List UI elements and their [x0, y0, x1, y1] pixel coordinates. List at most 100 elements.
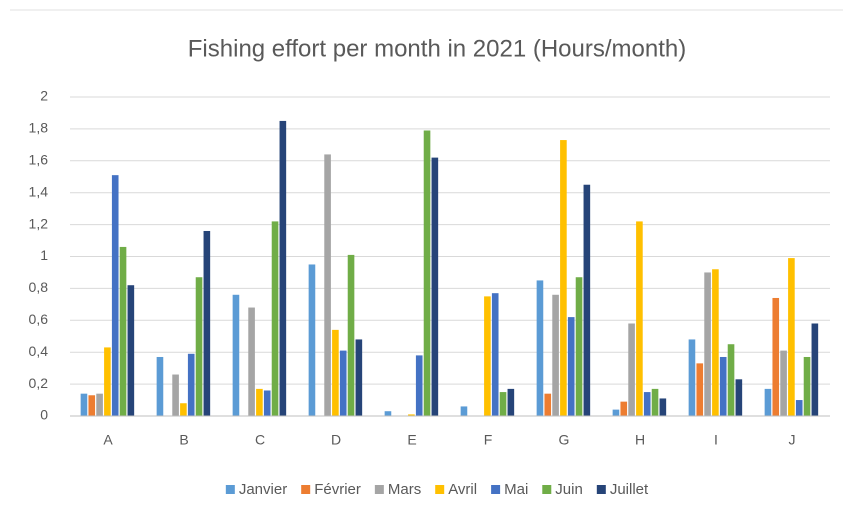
bar — [719, 356, 727, 416]
x-tick-label: C — [255, 432, 265, 448]
bar — [499, 392, 507, 416]
bar — [415, 355, 423, 416]
bar — [279, 120, 287, 417]
x-tick-label: J — [789, 432, 796, 448]
chart-title: Fishing effort per month in 2021 (Hours/… — [188, 35, 686, 62]
x-tick-label: G — [559, 432, 570, 448]
bar — [735, 379, 743, 416]
bar — [96, 393, 103, 416]
bar — [688, 339, 696, 416]
bar — [127, 285, 135, 416]
bar — [788, 258, 795, 416]
legend-label: Février — [314, 481, 361, 498]
bar — [567, 317, 575, 416]
bar — [575, 277, 583, 416]
legend-swatch — [491, 485, 501, 494]
x-tick-label: A — [103, 432, 113, 448]
bar — [552, 294, 559, 416]
legend-label: Janvier — [239, 481, 287, 498]
bar — [408, 414, 415, 416]
bar — [248, 307, 255, 416]
bar — [347, 254, 355, 416]
bar — [560, 140, 567, 416]
bar — [324, 154, 331, 417]
y-tick-label: 2 — [40, 88, 48, 104]
bar — [111, 175, 119, 416]
bar — [156, 356, 164, 416]
bar — [780, 350, 787, 416]
bar — [232, 294, 240, 416]
bar — [544, 393, 552, 416]
bar — [180, 403, 187, 416]
bar — [583, 184, 591, 416]
bar — [484, 296, 491, 416]
bar — [187, 353, 195, 416]
bar — [620, 401, 628, 416]
bar — [332, 329, 339, 416]
bar — [256, 388, 263, 416]
y-tick-label: 1 — [40, 247, 48, 263]
legend-label: Juillet — [610, 481, 649, 498]
bar — [659, 398, 667, 416]
bar — [355, 339, 363, 416]
bar — [384, 411, 392, 416]
bar — [203, 230, 211, 416]
y-tick-label: 0,4 — [29, 343, 49, 359]
bar — [172, 374, 179, 416]
x-tick-label: F — [484, 432, 493, 448]
bar — [704, 272, 711, 416]
bar — [636, 221, 643, 416]
bar — [795, 400, 803, 416]
bar — [772, 297, 780, 416]
bar — [712, 269, 719, 416]
bar — [628, 323, 635, 416]
legend-swatch — [225, 485, 235, 494]
x-tick-label: B — [179, 432, 188, 448]
y-tick-label: 1,8 — [29, 120, 49, 136]
bar — [88, 395, 96, 416]
legend-label: Mai — [504, 481, 528, 498]
bar — [764, 388, 772, 416]
bar — [195, 277, 203, 416]
x-tick-label: E — [407, 432, 416, 448]
bar — [80, 393, 88, 416]
legend-swatch — [301, 485, 311, 494]
y-tick-label: 1,2 — [29, 215, 49, 231]
y-tick-label: 1,4 — [29, 183, 49, 199]
bar — [536, 280, 544, 416]
bar — [308, 264, 316, 416]
legend-swatch — [596, 485, 606, 494]
y-tick-label: 0 — [40, 407, 48, 423]
legend-label: Mars — [388, 481, 421, 498]
bar — [119, 246, 127, 416]
bar — [460, 406, 468, 416]
bar — [727, 344, 735, 416]
bar — [612, 409, 620, 416]
bar — [811, 323, 819, 416]
bar — [491, 293, 499, 416]
bar — [423, 130, 431, 416]
legend-swatch — [542, 485, 552, 494]
bar — [339, 350, 347, 416]
bar — [803, 356, 811, 416]
bar — [104, 347, 111, 416]
x-tick-label: D — [331, 432, 341, 448]
bar — [643, 392, 651, 416]
y-tick-label: 0,6 — [29, 311, 49, 327]
legend-swatch — [435, 485, 445, 494]
y-tick-label: 0,8 — [29, 279, 49, 295]
legend-label: Avril — [448, 481, 477, 498]
legend-swatch — [374, 485, 384, 494]
bar — [271, 221, 279, 416]
y-tick-label: 1,6 — [29, 152, 49, 168]
x-tick-label: H — [635, 432, 645, 448]
legend-label: Juin — [555, 481, 583, 498]
x-tick-label: I — [714, 432, 718, 448]
bar — [507, 388, 515, 416]
bar — [263, 390, 271, 416]
bar — [431, 157, 439, 417]
bar — [696, 363, 704, 416]
bar — [651, 388, 659, 416]
y-tick-label: 0,2 — [29, 375, 49, 391]
